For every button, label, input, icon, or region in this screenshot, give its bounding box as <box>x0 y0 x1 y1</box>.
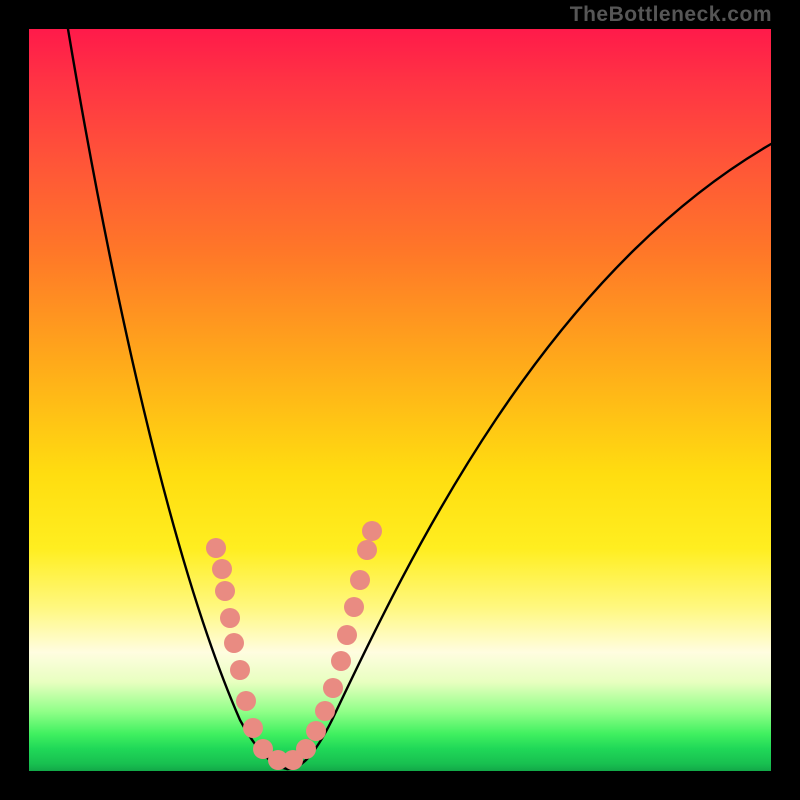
watermark-text: TheBottleneck.com <box>570 3 772 27</box>
plot-area <box>29 29 771 771</box>
chart-frame: TheBottleneck.com <box>0 0 800 800</box>
